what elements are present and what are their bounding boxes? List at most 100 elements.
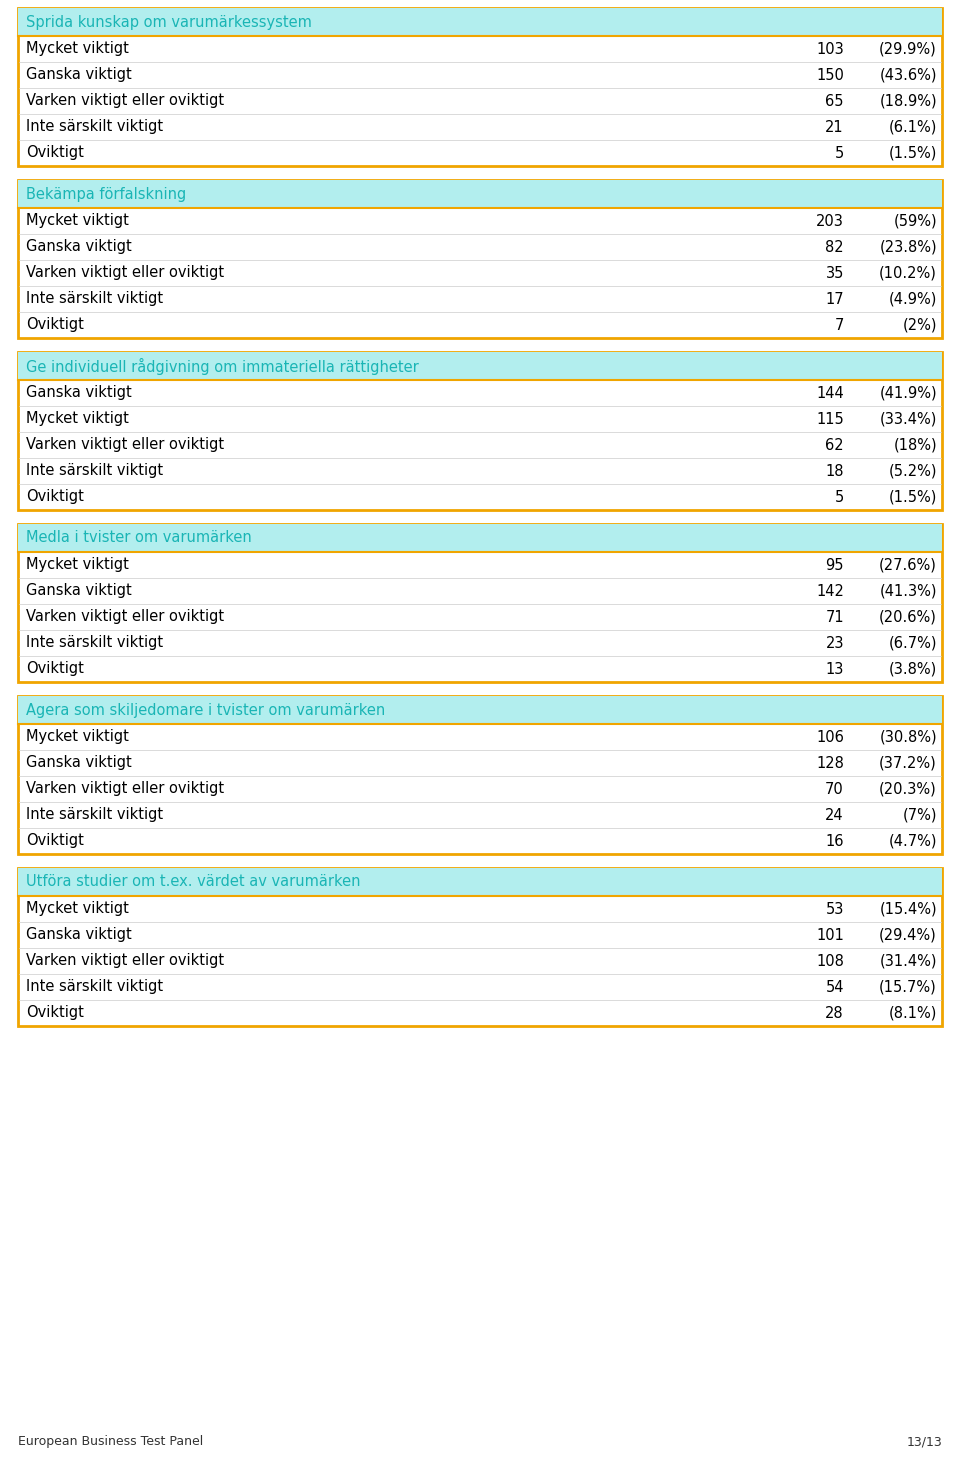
Text: Inte särskilt viktigt: Inte särskilt viktigt — [26, 120, 163, 134]
Text: (4.9%): (4.9%) — [889, 292, 937, 307]
Text: (4.7%): (4.7%) — [889, 834, 937, 848]
Text: 106: 106 — [816, 730, 844, 745]
Text: 5: 5 — [835, 146, 844, 161]
Text: 18: 18 — [826, 463, 844, 479]
Text: Inte särskilt viktigt: Inte särskilt viktigt — [26, 807, 163, 822]
Text: (6.1%): (6.1%) — [889, 120, 937, 134]
Bar — [18, 352, 942, 380]
Text: 82: 82 — [826, 239, 844, 254]
Text: 53: 53 — [826, 901, 844, 917]
Bar — [18, 180, 942, 339]
Text: 108: 108 — [816, 953, 844, 968]
Text: 150: 150 — [816, 67, 844, 83]
Text: (20.3%): (20.3%) — [879, 781, 937, 797]
Text: 128: 128 — [816, 755, 844, 771]
Text: 115: 115 — [816, 412, 844, 426]
Text: Ganska viktigt: Ganska viktigt — [26, 755, 132, 771]
Bar — [18, 524, 942, 682]
Text: (59%): (59%) — [894, 213, 937, 229]
Text: Inte särskilt viktigt: Inte särskilt viktigt — [26, 463, 163, 479]
Bar — [18, 7, 942, 166]
Text: Inte särskilt viktigt: Inte särskilt viktigt — [26, 635, 163, 651]
Text: Medla i tvister om varumärken: Medla i tvister om varumärken — [26, 530, 252, 546]
Text: European Business Test Panel: European Business Test Panel — [18, 1435, 204, 1448]
Text: Mycket viktigt: Mycket viktigt — [26, 412, 129, 426]
Text: Oviktigt: Oviktigt — [26, 661, 84, 676]
Text: 142: 142 — [816, 584, 844, 599]
Text: Oviktigt: Oviktigt — [26, 834, 84, 848]
Bar — [18, 696, 942, 724]
Text: Agera som skiljedomare i tvister om varumärken: Agera som skiljedomare i tvister om varu… — [26, 702, 385, 717]
Text: (6.7%): (6.7%) — [889, 635, 937, 651]
Text: (37.2%): (37.2%) — [879, 755, 937, 771]
Bar — [18, 869, 942, 896]
Text: 13/13: 13/13 — [906, 1435, 942, 1448]
Text: (18%): (18%) — [894, 438, 937, 453]
Text: Ganska viktigt: Ganska viktigt — [26, 385, 132, 400]
Text: Oviktigt: Oviktigt — [26, 146, 84, 161]
Text: Utföra studier om t.ex. värdet av varumärken: Utföra studier om t.ex. värdet av varumä… — [26, 875, 361, 889]
Text: 71: 71 — [826, 609, 844, 625]
Text: 21: 21 — [826, 120, 844, 134]
Text: 70: 70 — [826, 781, 844, 797]
Text: (1.5%): (1.5%) — [889, 146, 937, 161]
Text: Mycket viktigt: Mycket viktigt — [26, 213, 129, 229]
Text: (29.9%): (29.9%) — [879, 41, 937, 57]
Text: Varken viktigt eller oviktigt: Varken viktigt eller oviktigt — [26, 266, 224, 280]
Text: (3.8%): (3.8%) — [889, 661, 937, 676]
Bar — [18, 524, 942, 552]
Text: Ge individuell rådgivning om immateriella rättigheter: Ge individuell rådgivning om immateriell… — [26, 358, 419, 375]
Text: Ganska viktigt: Ganska viktigt — [26, 927, 132, 943]
Text: 65: 65 — [826, 93, 844, 108]
Text: (10.2%): (10.2%) — [879, 266, 937, 280]
Text: Mycket viktigt: Mycket viktigt — [26, 901, 129, 917]
Text: (2%): (2%) — [902, 317, 937, 333]
Text: Oviktigt: Oviktigt — [26, 1006, 84, 1021]
Text: Varken viktigt eller oviktigt: Varken viktigt eller oviktigt — [26, 438, 224, 453]
Text: (18.9%): (18.9%) — [879, 93, 937, 108]
Bar — [18, 352, 942, 510]
Text: 13: 13 — [826, 661, 844, 676]
Text: (41.9%): (41.9%) — [879, 385, 937, 400]
Text: (5.2%): (5.2%) — [889, 463, 937, 479]
Text: 203: 203 — [816, 213, 844, 229]
Text: Oviktigt: Oviktigt — [26, 489, 84, 505]
Bar — [18, 696, 942, 854]
Text: Inte särskilt viktigt: Inte särskilt viktigt — [26, 292, 163, 307]
Text: 35: 35 — [826, 266, 844, 280]
Text: Ganska viktigt: Ganska viktigt — [26, 67, 132, 83]
Text: Varken viktigt eller oviktigt: Varken viktigt eller oviktigt — [26, 953, 224, 968]
Text: (15.7%): (15.7%) — [879, 980, 937, 994]
Text: (29.4%): (29.4%) — [879, 927, 937, 943]
Text: 23: 23 — [826, 635, 844, 651]
Text: Inte särskilt viktigt: Inte särskilt viktigt — [26, 980, 163, 994]
Text: Varken viktigt eller oviktigt: Varken viktigt eller oviktigt — [26, 781, 224, 797]
Text: Mycket viktigt: Mycket viktigt — [26, 558, 129, 572]
Text: (20.6%): (20.6%) — [879, 609, 937, 625]
Text: (15.4%): (15.4%) — [879, 901, 937, 917]
Text: Ganska viktigt: Ganska viktigt — [26, 584, 132, 599]
Text: (7%): (7%) — [902, 807, 937, 822]
Text: (43.6%): (43.6%) — [879, 67, 937, 83]
Text: 5: 5 — [835, 489, 844, 505]
Text: 54: 54 — [826, 980, 844, 994]
Text: (1.5%): (1.5%) — [889, 489, 937, 505]
Text: 28: 28 — [826, 1006, 844, 1021]
Text: 95: 95 — [826, 558, 844, 572]
Text: Ganska viktigt: Ganska viktigt — [26, 239, 132, 254]
Text: 7: 7 — [834, 317, 844, 333]
Text: (23.8%): (23.8%) — [879, 239, 937, 254]
Text: (33.4%): (33.4%) — [879, 412, 937, 426]
Text: (30.8%): (30.8%) — [879, 730, 937, 745]
Bar — [18, 180, 942, 207]
Text: (27.6%): (27.6%) — [879, 558, 937, 572]
Text: 144: 144 — [816, 385, 844, 400]
Text: 16: 16 — [826, 834, 844, 848]
Text: 101: 101 — [816, 927, 844, 943]
Text: Varken viktigt eller oviktigt: Varken viktigt eller oviktigt — [26, 93, 224, 108]
Text: 62: 62 — [826, 438, 844, 453]
Text: 17: 17 — [826, 292, 844, 307]
Bar — [18, 7, 942, 36]
Bar — [18, 869, 942, 1026]
Text: Varken viktigt eller oviktigt: Varken viktigt eller oviktigt — [26, 609, 224, 625]
